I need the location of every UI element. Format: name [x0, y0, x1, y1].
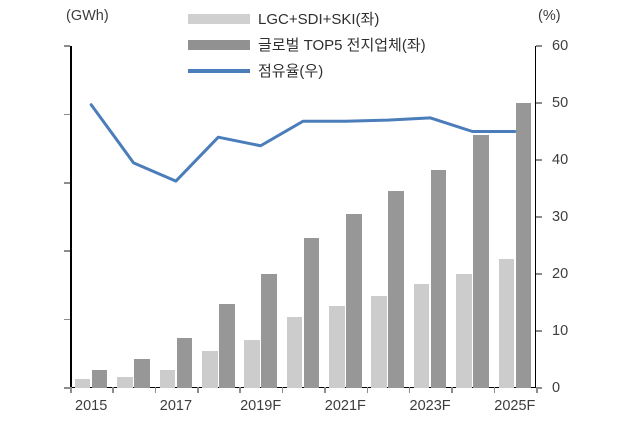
right-axis-tick	[536, 159, 542, 161]
right-axis-tick-label: 40	[552, 152, 569, 168]
left-axis-tick	[64, 113, 70, 116]
x-axis-tick-label: 2015	[75, 398, 108, 414]
x-axis-tick-label: 2021F	[324, 398, 366, 414]
left-axis-tick	[64, 318, 70, 321]
chart-legend: LGC+SDI+SKI(좌) 글로벌 TOP5 전지업체(좌) 점유율(우)	[188, 8, 426, 82]
x-axis-tick	[154, 387, 157, 393]
x-axis-tick	[197, 387, 199, 393]
x-axis-tick	[281, 387, 284, 393]
bar	[244, 339, 260, 388]
x-axis-tick	[408, 387, 411, 393]
bar	[473, 135, 489, 388]
right-axis-tick	[536, 216, 542, 218]
bar	[413, 284, 430, 388]
x-axis-tick-label: 2019F	[240, 398, 282, 414]
right-axis-tick	[536, 273, 542, 275]
bar	[261, 273, 277, 388]
legend-item[interactable]: 글로벌 TOP5 전지업체(좌)	[188, 34, 426, 56]
bar	[74, 378, 91, 388]
x-axis-tick	[112, 387, 114, 393]
legend-color-swatch	[188, 40, 250, 50]
x-axis-tick-label: 2023F	[409, 398, 451, 414]
x-axis-tick	[536, 387, 538, 393]
x-axis-tick	[70, 387, 72, 393]
right-axis-tick-label: 20	[552, 266, 569, 282]
bar	[498, 258, 515, 388]
right-axis-line	[534, 46, 536, 388]
right-axis-tick-label: 60	[552, 38, 569, 54]
legend-line-marker	[188, 69, 250, 73]
legend-item[interactable]: LGC+SDI+SKI(좌)	[188, 8, 426, 30]
legend-item[interactable]: 점유율(우)	[188, 60, 426, 82]
bar	[117, 376, 133, 388]
bar	[346, 214, 362, 388]
left-axis-tick	[64, 250, 70, 252]
x-axis-tick	[493, 387, 496, 393]
line-series-layer	[89, 103, 517, 183]
bar	[176, 337, 193, 388]
left-axis-tick	[64, 45, 70, 47]
left-axis-tick	[64, 387, 70, 389]
bar	[371, 295, 387, 388]
bar	[515, 102, 532, 388]
legend-item-label: 점유율(우)	[258, 62, 324, 80]
x-axis-tick	[324, 387, 326, 393]
right-axis-tick	[536, 387, 542, 389]
right-axis-tick-label: 50	[552, 95, 569, 111]
bar	[134, 359, 150, 388]
bar	[202, 351, 218, 388]
x-axis-tick-label: 2025F	[494, 398, 536, 414]
bar	[456, 273, 472, 388]
bottom-axis-line	[70, 386, 536, 388]
x-axis-tick	[366, 387, 369, 393]
left-axis-tick	[64, 182, 70, 184]
left-axis-line	[70, 46, 72, 388]
right-axis-tick	[536, 102, 542, 104]
right-axis-tick	[536, 45, 542, 47]
right-axis-tick	[536, 330, 542, 332]
x-axis-tick	[239, 387, 241, 393]
bar	[91, 370, 108, 388]
bar	[159, 369, 176, 388]
right-axis-tick-label: 10	[552, 323, 569, 339]
right-axis-unit-label: (%)	[538, 8, 561, 24]
x-axis-tick	[451, 387, 453, 393]
left-axis-unit-label: (GWh)	[66, 8, 109, 24]
share-rate-line	[89, 103, 517, 183]
legend-color-swatch	[188, 14, 250, 24]
bar	[286, 317, 303, 388]
legend-item-label: 글로벌 TOP5 전지업체(좌)	[258, 36, 426, 54]
right-axis-tick-label: 30	[552, 209, 569, 225]
bar	[219, 304, 235, 388]
x-axis-tick-label: 2017	[159, 398, 193, 414]
legend-item-label: LGC+SDI+SKI(좌)	[258, 10, 380, 28]
right-axis-tick-label: 0	[552, 380, 561, 396]
bar	[430, 170, 447, 388]
bar	[329, 306, 345, 388]
bar	[303, 237, 320, 388]
bar	[388, 191, 404, 388]
